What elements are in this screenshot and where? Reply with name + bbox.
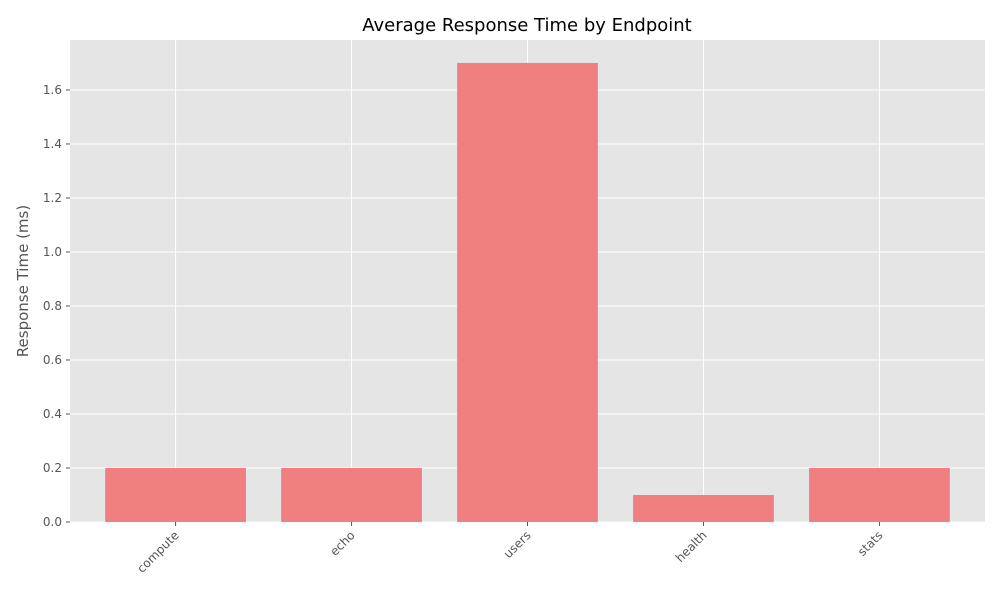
x-tick-label: health [673, 528, 710, 565]
x-tick-label: echo [327, 528, 357, 558]
x-axis-ticks: compute echo users health stats [134, 522, 886, 576]
x-tick-label: stats [855, 528, 886, 559]
y-axis-label: Response Time (ms) [14, 205, 32, 357]
y-tick-label: 1.4 [43, 137, 62, 151]
x-tick-label: users [501, 528, 534, 561]
y-tick-label: 1.2 [43, 191, 62, 205]
bar-users [457, 62, 598, 522]
y-tick-label: 0.4 [43, 407, 62, 421]
bar-compute [105, 467, 246, 522]
y-tick-label: 0.2 [43, 461, 62, 475]
y-tick-label: 0.0 [43, 515, 62, 529]
x-tick-label: compute [134, 528, 181, 575]
chart-title: Average Response Time by Endpoint [362, 15, 692, 36]
y-tick-label: 0.8 [43, 299, 62, 313]
bars [105, 62, 950, 522]
y-axis-ticks: 0.0 0.2 0.4 0.6 0.8 1.0 1.2 1.4 1.6 [43, 83, 70, 529]
y-tick-label: 0.6 [43, 353, 62, 367]
y-tick-label: 1.0 [43, 245, 62, 259]
bar-health [633, 494, 774, 522]
bar-echo [281, 467, 422, 522]
y-tick-label: 1.6 [43, 83, 62, 97]
bar-stats [809, 467, 950, 522]
